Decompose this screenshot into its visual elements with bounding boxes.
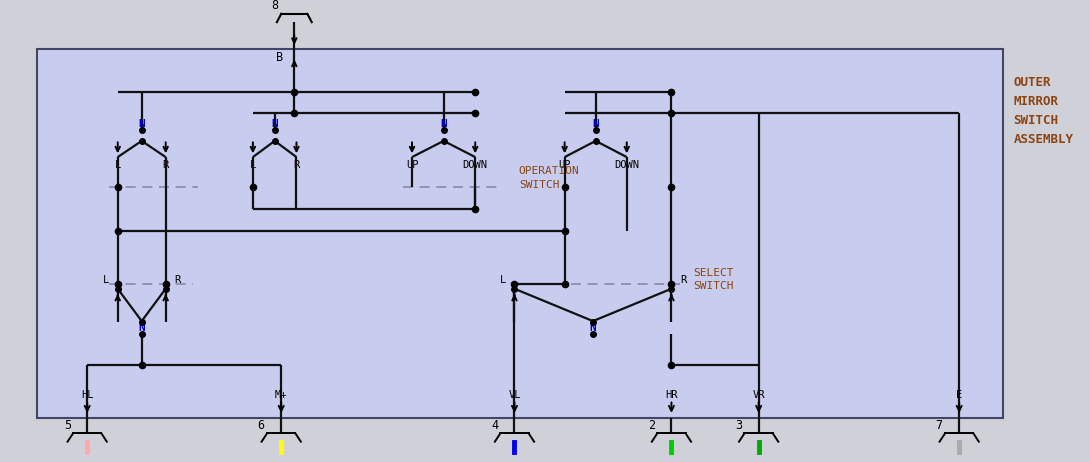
Text: HL: HL	[81, 390, 94, 400]
Text: 5: 5	[63, 419, 71, 432]
Text: DOWN: DOWN	[463, 160, 487, 170]
Text: SWITCH: SWITCH	[693, 281, 734, 292]
FancyBboxPatch shape	[37, 49, 1003, 418]
Text: HR: HR	[665, 390, 678, 400]
Text: 2: 2	[647, 419, 655, 432]
Text: R: R	[293, 160, 300, 170]
Text: UP: UP	[558, 160, 571, 170]
Text: R: R	[680, 274, 687, 285]
Text: OUTER
MIRROR
SWITCH
ASSEMBLY: OUTER MIRROR SWITCH ASSEMBLY	[1014, 76, 1074, 146]
Text: R: R	[174, 274, 181, 285]
Text: 3: 3	[735, 419, 742, 432]
Text: E: E	[956, 390, 962, 400]
Text: 7: 7	[935, 419, 943, 432]
Text: N: N	[592, 119, 600, 129]
Text: N: N	[590, 323, 596, 333]
Text: R: R	[162, 160, 169, 170]
Text: DOWN: DOWN	[615, 160, 639, 170]
Text: L: L	[499, 274, 506, 285]
Text: SELECT: SELECT	[693, 267, 734, 278]
Text: M+: M+	[275, 390, 288, 400]
Text: L: L	[250, 160, 256, 170]
Text: OPERATION: OPERATION	[519, 166, 580, 176]
Text: B: B	[276, 51, 283, 64]
Text: VL: VL	[508, 390, 521, 400]
Text: N: N	[440, 119, 447, 129]
Text: L: L	[114, 160, 121, 170]
Text: SWITCH: SWITCH	[519, 180, 559, 190]
Text: L: L	[102, 274, 109, 285]
Text: 6: 6	[257, 419, 265, 432]
Text: 8: 8	[270, 0, 278, 12]
Text: N: N	[138, 323, 145, 333]
Text: UP: UP	[405, 160, 419, 170]
Text: N: N	[271, 119, 278, 129]
Text: VR: VR	[752, 390, 765, 400]
Text: N: N	[138, 119, 145, 129]
Text: 4: 4	[490, 419, 498, 432]
